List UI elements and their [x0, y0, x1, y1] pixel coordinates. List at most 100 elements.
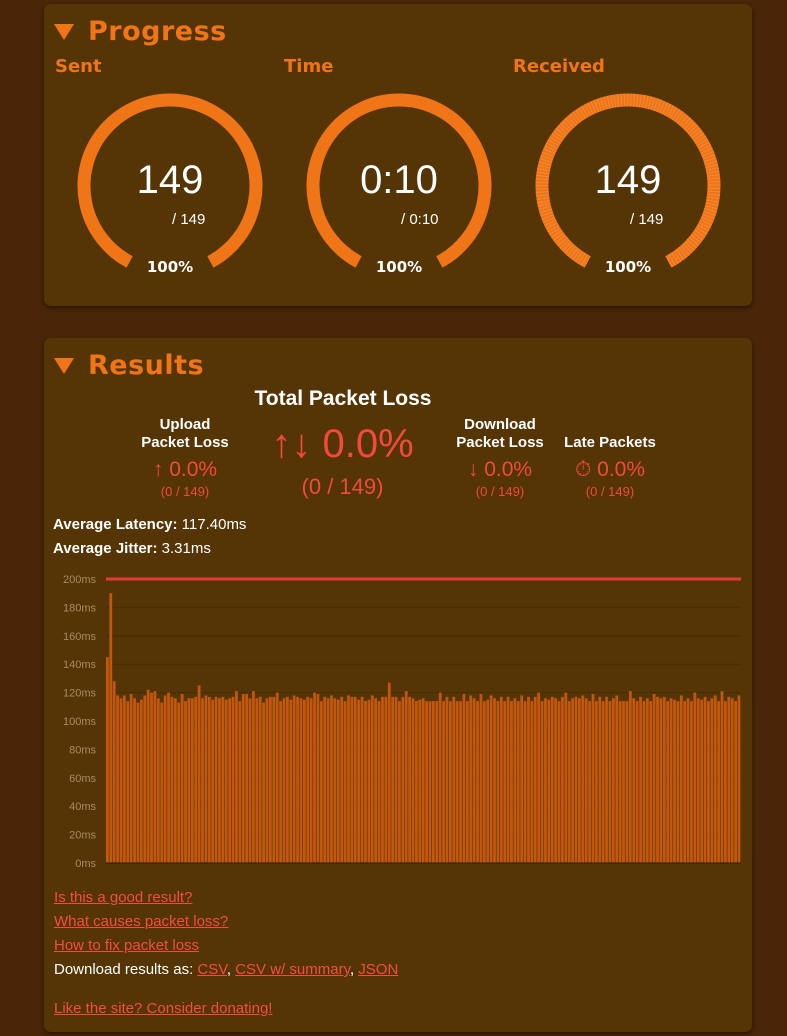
download-loss-value: ↓ 0.0%	[467, 458, 533, 481]
latency-bar	[527, 696, 530, 863]
y-tick-label: 80ms	[69, 744, 96, 756]
latency-bar	[503, 701, 507, 863]
download-label-line1: Download	[464, 416, 536, 433]
csv-link[interactable]: CSV	[197, 961, 227, 978]
latency-bar	[425, 701, 428, 863]
latency-bar	[608, 701, 612, 863]
latency-bar	[615, 695, 619, 863]
latency-bar	[537, 692, 541, 863]
upload-label-line1: Upload	[159, 416, 211, 433]
results-header[interactable]: Results	[54, 350, 204, 381]
latency-bar	[707, 701, 710, 863]
latency-bar	[438, 692, 442, 863]
received-label: Received	[513, 56, 605, 77]
good-result-link[interactable]: Is this a good result?	[54, 889, 193, 906]
latency-bar	[598, 696, 602, 863]
latency-bar	[561, 696, 564, 863]
y-tick-label: 0ms	[75, 858, 96, 870]
latency-bar	[268, 696, 272, 863]
causes-link[interactable]: What causes packet loss?	[54, 913, 229, 930]
sent-label: Sent	[55, 56, 102, 77]
latency-bar	[486, 699, 490, 863]
received-gauge-ring	[535, 93, 721, 268]
latency-bar	[594, 701, 598, 863]
latency-bar	[218, 698, 221, 863]
download-packet-loss: Download Packet Loss ↓ 0.0% (0 / 149)	[444, 416, 556, 499]
latency-bar	[713, 695, 717, 863]
latency-bar	[693, 692, 697, 863]
latency-bar	[469, 695, 473, 863]
latency-bar	[720, 691, 724, 863]
latency-bar	[109, 593, 113, 863]
latency-bar	[428, 701, 432, 863]
latency-bar	[112, 681, 116, 863]
progress-header[interactable]: Progress	[54, 16, 227, 47]
latency-bar	[350, 696, 354, 863]
gauge-arc	[306, 93, 492, 268]
latency-bar	[279, 701, 282, 863]
latency-bar	[724, 701, 727, 863]
json-link[interactable]: JSON	[358, 961, 399, 978]
results-panel: Results Total Packet Loss Upload Packet …	[44, 338, 752, 1032]
collapse-triangle-icon[interactable]	[54, 23, 74, 40]
y-tick-label: 200ms	[63, 574, 97, 586]
latency-chart: 0ms 20ms 40ms 60ms 80ms 100ms 120ms 140ms 160ms 1…	[44, 570, 752, 870]
latency-bar	[571, 698, 575, 863]
latency-bar	[652, 694, 656, 863]
y-tick-label: 160ms	[63, 631, 97, 643]
results-title: Results	[88, 350, 205, 381]
latency-bar	[207, 696, 211, 863]
latency-bar	[167, 692, 170, 863]
latency-bar	[415, 701, 418, 863]
latency-bar	[639, 696, 642, 863]
upload-loss-value: ↑ 0.0%	[152, 458, 218, 481]
latency-bar	[129, 694, 133, 863]
latency-bar	[465, 701, 469, 863]
fix-link[interactable]: How to fix packet loss	[54, 937, 200, 954]
latency-bar	[499, 696, 503, 863]
latency-bar	[296, 696, 299, 863]
latency-bar	[717, 701, 721, 863]
latency-bar	[656, 696, 659, 863]
received-value: 149	[594, 158, 662, 202]
latency-bar	[540, 701, 544, 863]
download-label-line2: Packet Loss	[456, 434, 544, 451]
latency-bar	[309, 698, 313, 863]
latency-bar	[727, 696, 731, 863]
latency-bar	[452, 696, 456, 863]
collapse-triangle-icon[interactable]	[54, 357, 74, 374]
latency-bar	[289, 699, 293, 863]
latency-bar	[204, 695, 208, 863]
progress-panel: Progress Sent Time Received 149 / 149 10…	[44, 4, 752, 306]
gauge-arc-ribs	[535, 93, 721, 268]
csv-summary-link[interactable]: CSV w/ summary	[235, 961, 350, 978]
latency-bar	[255, 698, 259, 863]
latency-bar	[258, 696, 262, 863]
latency-bar	[628, 691, 632, 863]
latency-bar	[669, 698, 673, 863]
donate-link[interactable]: Like the site? Consider donating!	[54, 1000, 273, 1017]
latency-bar	[197, 685, 201, 863]
y-tick-label: 100ms	[63, 716, 97, 728]
gauge-arc	[77, 93, 263, 268]
upload-packet-loss: Upload Packet Loss ↑ 0.0% (0 / 149)	[129, 416, 241, 499]
late-packets-value: ⏱ 0.0%	[574, 458, 646, 481]
latency-bar	[194, 696, 198, 863]
separator: ,	[349, 961, 359, 978]
total-loss-fraction: (0 / 149)	[301, 474, 384, 499]
latency-bar	[262, 702, 265, 863]
average-jitter-label: Average Jitter:	[53, 540, 158, 557]
latency-bar	[666, 701, 670, 863]
latency-bar	[133, 698, 136, 863]
latency-bar	[662, 696, 666, 863]
latency-bar	[421, 698, 425, 863]
y-tick-label: 60ms	[69, 773, 96, 785]
latency-bar	[455, 701, 459, 863]
latency-bar	[302, 699, 306, 863]
latency-bar	[323, 696, 327, 863]
latency-bar	[544, 698, 547, 863]
latency-bar	[408, 696, 412, 863]
latency-bar	[649, 701, 653, 863]
average-latency-value: 117.40ms	[181, 516, 247, 533]
latency-bar	[472, 698, 476, 863]
